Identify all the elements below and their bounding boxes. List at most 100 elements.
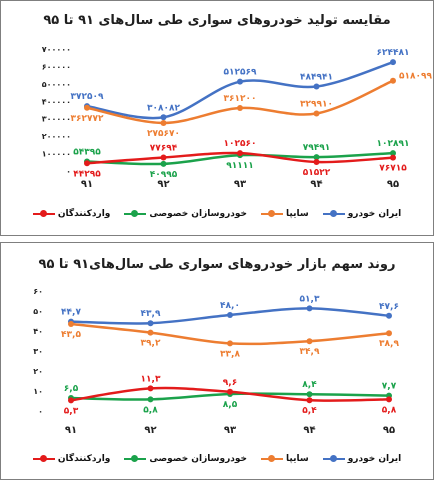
data-label: ۵۴۳۹۵: [73, 148, 101, 158]
x-tick-label: ۹۵: [387, 179, 399, 190]
legend-swatch: [32, 209, 55, 219]
private-makers-data-point: [160, 160, 167, 167]
y-tick-label: ۰: [38, 407, 43, 416]
legend-swatch: [322, 454, 345, 464]
data-label: ۷۷۶۹۴: [150, 143, 178, 153]
legend-swatch: [124, 209, 147, 219]
saipa-data-point: [84, 104, 90, 111]
production-chart-plot: ۰ ۱۰۰۰۰۰ ۲۰۰۰۰۰ ۳۰۰۰۰۰ ۴۰۰۰۰۰ ۵۰۰۰۰۰ ۶۰۰۰۰۰ ۷۰۰…: [42, 45, 433, 190]
data-label: ۴۸۴۹۴۱: [300, 72, 333, 82]
data-label: ۳۸,۹: [379, 339, 399, 349]
data-label: ۳۳,۸: [220, 349, 240, 359]
data-label: ۴۳,۹: [141, 309, 161, 319]
iran-khodro-data-point: [160, 114, 167, 121]
importers-data-point: [386, 396, 392, 403]
y-tick-label: ۵۰۰۰۰۰: [42, 80, 71, 89]
data-label: ۵,۳: [64, 406, 79, 416]
y-tick-label: ۲۰: [33, 367, 43, 376]
x-tick-label: ۹۴: [303, 425, 315, 436]
data-label: ۳۰۸۰۸۲: [147, 103, 180, 113]
private-makers-data-point: [306, 391, 313, 398]
legend-label: خودروسازان خصوصی: [149, 209, 248, 219]
legend-item-importers: واردکنندگان: [32, 454, 110, 464]
data-label: ۱۰۲۸۹۱: [377, 139, 410, 149]
data-label: ۳۹,۲: [141, 339, 161, 349]
importers-data-point: [313, 159, 320, 166]
importers-data-point: [390, 154, 396, 161]
data-label: ۴۴,۷: [61, 308, 81, 318]
legend-swatch: [322, 209, 345, 219]
data-label: ۶,۵: [64, 384, 79, 394]
iran-khodro-data-point: [227, 312, 233, 318]
data-label: ۴۰۹۹۵: [150, 170, 178, 180]
iran-khodro-data-point: [390, 59, 396, 66]
legend-label: ایران خودرو: [347, 454, 402, 464]
saipa-data-point: [227, 340, 233, 347]
data-label: ۴۷,۶: [379, 302, 399, 312]
y-tick-label: ۳۰۰۰۰۰: [42, 115, 71, 124]
importers-data-point: [227, 388, 233, 395]
data-label: ۳۲۹۹۱۰: [300, 100, 333, 110]
y-tick-label: ۴۰: [33, 327, 43, 336]
legend-item-private-makers: خودروسازان خصوصی: [124, 209, 247, 219]
y-tick-label: ۱۰۰۰۰۰: [42, 150, 71, 159]
legend-swatch: [261, 209, 284, 219]
data-label: ۵۱۵۲۲: [303, 168, 331, 178]
data-label: ۴۳,۵: [61, 330, 81, 340]
y-tick-label: ۲۰۰۰۰۰: [42, 132, 71, 141]
data-label: ۸,۵: [223, 400, 238, 410]
y-tick-label: ۰: [66, 167, 71, 176]
data-label: ۴۴۲۹۵: [73, 169, 101, 179]
iran-khodro-data-point: [237, 78, 243, 85]
data-label: ۳۶۲۷۷۲: [71, 114, 104, 124]
market-share-chart-plot: ۰ ۱۰ ۲۰ ۳۰ ۴۰ ۵۰ ۶۰ ۹۱ ۹۲ ۹۳ ۹۴ ۹۵ ۴۴,۷ ۴۳,۹ ۴۸,۰ ۵۱,۳ ۴…: [33, 287, 399, 436]
data-label: ۱۱,۳: [141, 374, 161, 384]
chart-title: مقایسه تولید خودروهای سواری طی سال‌های ۹…: [43, 13, 391, 28]
x-tick-label: ۹۳: [224, 425, 236, 436]
chart-legend: ایران خودرو سایپا خودروسازان خصوصی واردکنند…: [1, 454, 433, 464]
data-label: ۷۹۴۹۱: [303, 143, 330, 153]
saipa-data-point: [160, 119, 167, 126]
saipa-data-point: [147, 329, 154, 336]
saipa-data-point: [390, 77, 396, 84]
legend-label: واردکنندگان: [57, 209, 111, 219]
private-makers-data-point: [390, 150, 396, 157]
y-tick-label: ۶۰۰۰۰۰: [42, 62, 71, 71]
y-tick-label: ۷۰۰۰۰۰: [42, 45, 71, 54]
legend-item-saipa: سایپا: [261, 209, 309, 219]
iran-khodro-data-point: [313, 83, 320, 90]
y-tick-label: ۴۰۰۰۰۰: [42, 97, 71, 106]
data-label: ۹,۶: [223, 378, 237, 388]
x-tick-label: ۹۴: [310, 179, 322, 190]
legend-label: سایپا: [286, 454, 309, 464]
y-tick-label: ۳۰: [33, 347, 43, 356]
legend-swatch: [124, 454, 147, 464]
legend-item-iran-khodro: ایران خودرو: [322, 209, 401, 219]
chart-title: روند سهم بازار خودروهای سواری طی سال‌های…: [38, 257, 396, 272]
saipa-data-point: [68, 321, 74, 327]
saipa-data-point: [313, 110, 320, 117]
data-label: ۷,۷: [382, 382, 397, 392]
data-label: ۹۱۱۱۱: [226, 161, 253, 171]
legend-label: خودروسازان خصوصی: [149, 454, 248, 464]
market-share-chart-panel: روند سهم بازار خودروهای سواری طی سال‌های…: [0, 242, 434, 480]
data-label: ۱۰۲۵۶۰: [224, 139, 257, 149]
legend-swatch: [261, 454, 284, 464]
data-label: ۳۴,۹: [300, 347, 320, 357]
data-label: ۵۱۸۰۹۹: [399, 72, 432, 82]
data-label: ۳۷۲۵۰۹: [71, 92, 104, 102]
data-label: ۴۸,۰: [220, 301, 240, 311]
data-label: ۲۷۵۶۷۰: [147, 129, 180, 139]
x-tick-label: ۹۱: [65, 425, 77, 436]
legend-item-importers: واردکنندگان: [32, 209, 111, 219]
y-tick-label: ۱۰: [33, 387, 43, 396]
saipa-data-point: [306, 338, 313, 345]
x-tick-label: ۹۱: [81, 179, 93, 190]
importers-data-point: [237, 150, 243, 157]
importers-data-point: [147, 385, 154, 392]
importers-data-point: [68, 397, 74, 404]
production-chart-panel: مقایسه تولید خودروهای سواری طی سال‌های ۹…: [0, 0, 434, 236]
legend-label: سایپا: [286, 209, 309, 219]
data-label: ۵,۸: [143, 405, 158, 415]
data-label: ۵,۴: [302, 406, 317, 416]
